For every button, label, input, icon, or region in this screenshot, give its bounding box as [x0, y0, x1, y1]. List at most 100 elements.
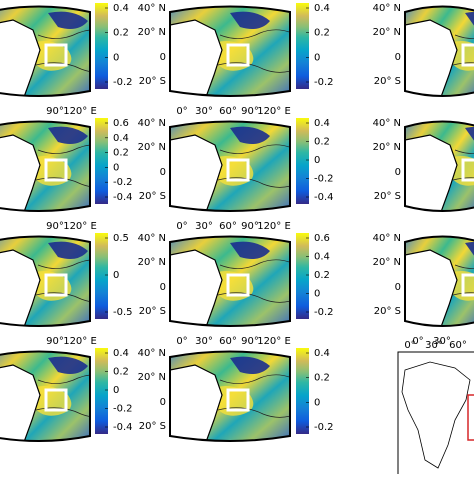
lat-label: 20° N	[138, 372, 166, 383]
colorbar	[296, 3, 309, 89]
index-box	[226, 388, 250, 412]
map-frame	[404, 5, 474, 97]
lat-label: 20° S	[139, 421, 166, 432]
contours	[35, 29, 90, 73]
lon-label: 120° E	[63, 106, 97, 117]
contours	[217, 29, 290, 73]
map-panel	[0, 350, 91, 442]
coastline	[401, 361, 471, 469]
map-content	[405, 6, 474, 96]
lat-label: 20° N	[373, 27, 401, 38]
map-frame	[404, 235, 474, 327]
colorbar-label: 0	[113, 385, 119, 396]
map-frame	[0, 235, 91, 327]
map-frame	[0, 350, 91, 442]
map-panel	[0, 120, 91, 212]
colorbar-label: -0.5	[113, 307, 133, 318]
colorbar-label: -0.4	[113, 192, 133, 203]
map-frame	[169, 120, 291, 212]
colorbar	[296, 233, 309, 319]
anomaly-patch	[48, 126, 88, 144]
map-content	[170, 351, 290, 441]
contours	[35, 374, 90, 418]
contours	[35, 144, 90, 188]
lat-label: 40° N	[138, 3, 166, 14]
lon-label: 60°	[219, 336, 237, 347]
index-box	[461, 158, 474, 182]
colorbar-label: 0	[113, 52, 119, 63]
map-frame	[0, 5, 91, 97]
map-panel	[0, 5, 91, 97]
index-box	[44, 273, 68, 297]
lon-label: 0°	[176, 336, 187, 347]
location-map	[397, 351, 474, 477]
colorbar-label: -0.2	[314, 77, 334, 88]
lon-label: 90°	[46, 106, 64, 117]
lon-label: 90°	[241, 336, 259, 347]
map-frame	[0, 120, 91, 212]
lat-label: 20° S	[374, 76, 401, 87]
colorbar-label: -0.2	[113, 77, 133, 88]
map-panel	[169, 5, 291, 97]
colorbar-label: 0	[314, 155, 320, 166]
colorbar-label: 0.6	[113, 118, 129, 129]
colorbar-label: -0.2	[314, 307, 334, 318]
colorbar	[95, 348, 108, 434]
lon-label: 120° E	[257, 221, 291, 232]
index-box	[226, 158, 250, 182]
lon-label: 30°	[195, 106, 213, 117]
map-panel	[0, 235, 91, 327]
lon-label: 30°	[195, 221, 213, 232]
contours	[217, 259, 290, 303]
contours	[35, 259, 90, 303]
anomaly-patch	[230, 241, 270, 259]
lat-label: 0	[395, 282, 401, 293]
lat-label: 20° N	[373, 257, 401, 268]
map-panel	[169, 350, 291, 442]
colorbar-label: 0.4	[314, 348, 330, 359]
lon-label: 90°	[241, 106, 259, 117]
colorbar-label: 0.2	[314, 137, 330, 148]
colorbar	[296, 348, 309, 434]
colorbar-label: -0.2	[113, 404, 133, 415]
lat-label: 0	[160, 282, 166, 293]
lat-label: 20° S	[139, 306, 166, 317]
map-panel	[404, 120, 474, 212]
index-box	[44, 388, 68, 412]
lat-label: 20° S	[374, 306, 401, 317]
contours	[452, 259, 474, 303]
contours	[452, 144, 474, 188]
lat-label: 40° N	[373, 233, 401, 244]
lon-label: 120° E	[257, 336, 291, 347]
region-box	[467, 394, 474, 441]
colorbar-label: -0.2	[314, 422, 334, 433]
land	[405, 19, 458, 96]
colorbar-label: 0.5	[113, 233, 129, 244]
lat-label: 20° S	[139, 191, 166, 202]
land	[0, 249, 41, 326]
index-box	[461, 43, 474, 67]
colorbar-label: 0.6	[314, 233, 330, 244]
colorbar-label: 0.4	[314, 3, 330, 14]
lat-label: 20° S	[139, 76, 166, 87]
map-panel	[404, 5, 474, 97]
land	[0, 19, 41, 96]
anomaly-patch	[230, 356, 270, 374]
land	[405, 134, 458, 211]
contours	[217, 144, 290, 188]
lon-label: 60°	[449, 340, 467, 351]
lat-label: 20° N	[138, 257, 166, 268]
lon-label: 30°	[433, 336, 451, 347]
colorbar-label: 0.2	[113, 28, 129, 39]
colorbar-label: 0.2	[314, 28, 330, 39]
index-box	[226, 273, 250, 297]
lat-label: 20° N	[373, 142, 401, 153]
colorbar-label: 0.2	[314, 373, 330, 384]
colorbar-label: 0.4	[113, 3, 129, 14]
anomaly-patch	[230, 126, 270, 144]
map-content	[405, 236, 474, 326]
colorbar-label: 0	[314, 397, 320, 408]
map-content	[170, 6, 290, 96]
lon-label: 0°	[412, 336, 423, 347]
colorbar	[95, 233, 108, 319]
